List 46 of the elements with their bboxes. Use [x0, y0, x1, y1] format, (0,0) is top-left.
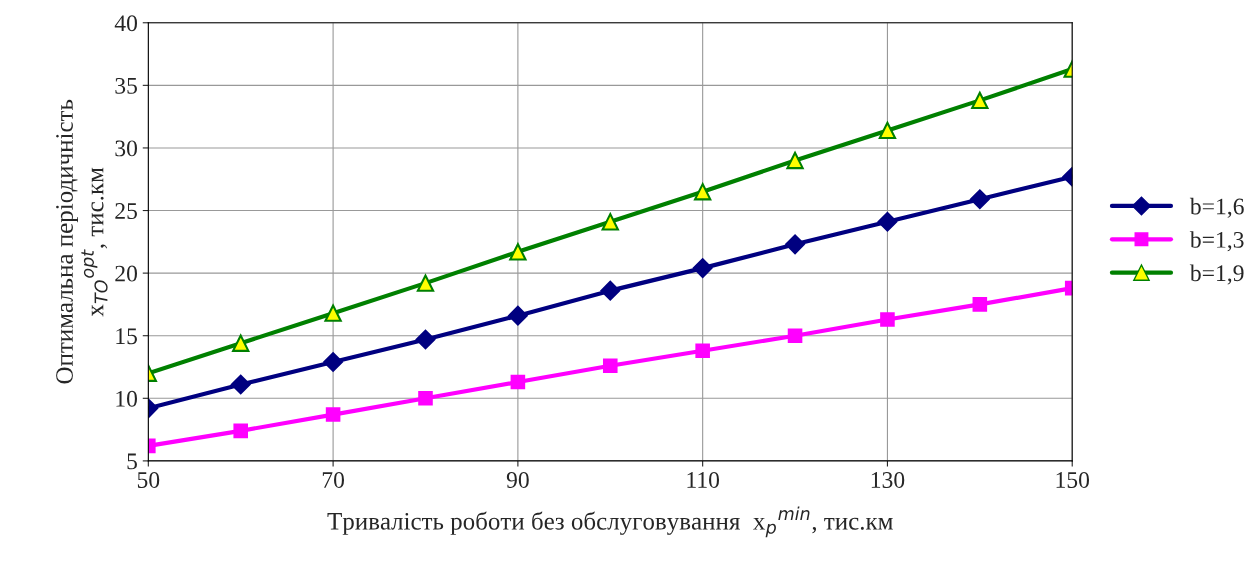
x-tick-label: 70: [322, 471, 345, 488]
point: [418, 391, 433, 406]
point: [509, 243, 527, 261]
legend-label: b=1,3: [1189, 231, 1244, 252]
x-tick-label: 90: [506, 471, 529, 488]
point: [969, 189, 990, 210]
point: [785, 234, 805, 255]
y-tick-label: 25: [115, 203, 137, 219]
point: [416, 274, 435, 292]
x-tick-label: 130: [871, 471, 905, 488]
point: [232, 334, 250, 352]
point: [786, 151, 804, 170]
y-tick-label: 35: [115, 77, 137, 94]
point: [600, 280, 621, 301]
x-tick-label: 50: [137, 471, 160, 488]
point: [230, 374, 251, 395]
point: [972, 297, 988, 312]
legend-label: b=1,9: [1189, 264, 1244, 285]
point: [233, 423, 249, 439]
point: [325, 407, 341, 422]
point: [602, 358, 618, 374]
point: [695, 343, 710, 359]
point: [323, 352, 343, 372]
point: [508, 305, 528, 326]
legend-label: b=1,6: [1189, 197, 1244, 218]
point: [693, 183, 712, 201]
y-tick-label: 5: [127, 453, 137, 470]
x-axis-title: Тривалість роботи без обслуговування x$_{p}$$^{min}$, тис.км: [327, 506, 893, 538]
point: [880, 312, 895, 327]
point: [692, 258, 713, 278]
point: [878, 121, 897, 140]
point: [510, 374, 526, 390]
point: [324, 304, 342, 322]
y-axis-title: Оптимальна періодичність x$_{TO}$$^{opt}$, тис.км: [56, 99, 108, 384]
x-tick-label: 150: [1056, 471, 1090, 488]
x-tick-label: 110: [687, 471, 720, 488]
y-tick-label: 30: [115, 140, 138, 157]
y-tick-label: 40: [114, 15, 138, 32]
point: [787, 328, 803, 343]
y-tick-label: 10: [116, 390, 138, 407]
point: [971, 91, 989, 110]
point: [601, 213, 619, 231]
y-tick-label: 15: [116, 328, 137, 345]
y-tick-label: 20: [115, 265, 138, 282]
point: [877, 211, 898, 232]
point: [415, 329, 436, 350]
